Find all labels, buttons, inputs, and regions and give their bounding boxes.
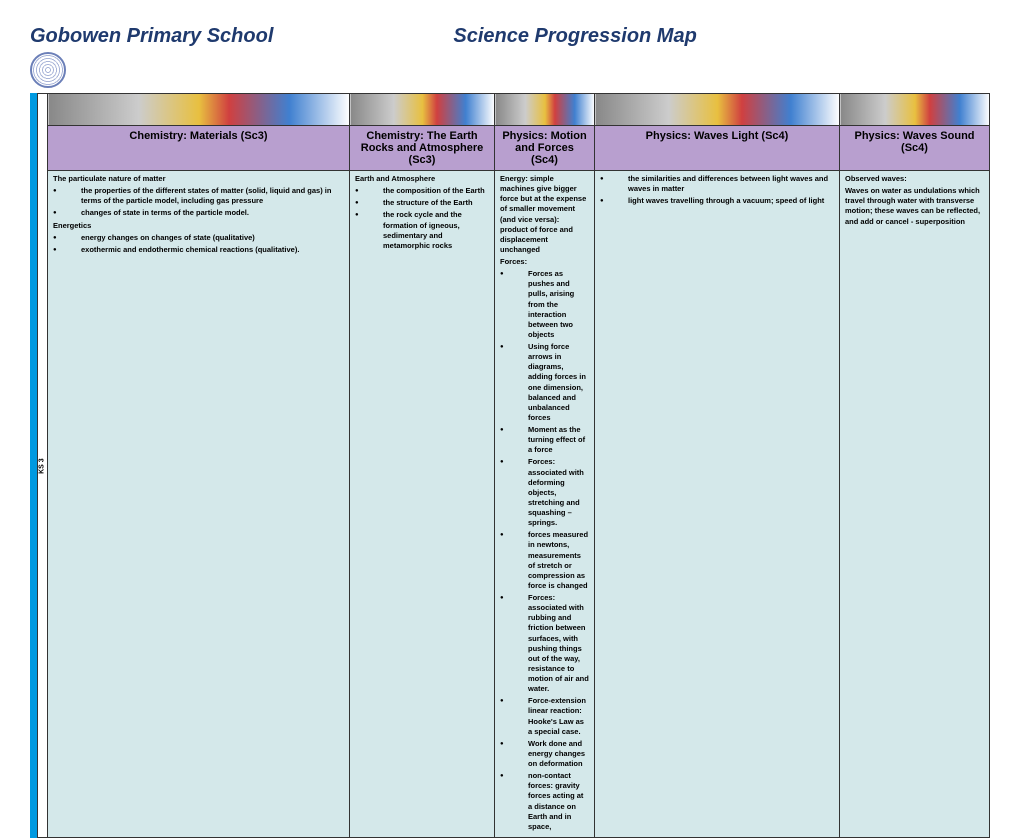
- list-item: Forces: associated with deforming object…: [500, 457, 589, 528]
- page-title: Science Progression Map: [453, 25, 696, 48]
- banner-image-cell: [48, 94, 350, 126]
- section-heading: The particulate nature of matter: [53, 174, 344, 184]
- list-item: the rock cycle and the formation of igne…: [355, 210, 489, 251]
- column-header-row: Chemistry: Materials (Sc3) Chemistry: Th…: [38, 126, 990, 171]
- image-banner-row: KS 3: [38, 94, 990, 126]
- school-name: Gobowen Primary School: [30, 25, 273, 48]
- list-item: exothermic and endothermic chemical reac…: [53, 245, 344, 255]
- progression-table-wrap: KS 3 Chemistry: Materials (Sc3) Chemistr…: [30, 93, 990, 838]
- cell-chemistry-materials: The particulate nature of matter the prop…: [48, 171, 350, 838]
- page-header: Gobowen Primary School Science Progressi…: [30, 25, 990, 88]
- col-header: Chemistry: The Earth Rocks and Atmospher…: [350, 126, 495, 171]
- list-item: the structure of the Earth: [355, 198, 489, 208]
- banner-image-cell: [840, 94, 990, 126]
- content-row: The particulate nature of matter the prop…: [38, 171, 990, 838]
- banner-image-cell: [595, 94, 840, 126]
- list-item: energy changes on changes of state (qual…: [53, 233, 344, 243]
- blue-side-bar: [30, 93, 37, 838]
- cell-waves-light: the similarities and differences between…: [595, 171, 840, 838]
- body-text: Waves on water as undulations which trav…: [845, 186, 984, 227]
- banner-image-cell: [495, 94, 595, 126]
- list-item: changes of state in terms of the particl…: [53, 208, 344, 218]
- section-heading: Earth and Atmosphere: [355, 174, 489, 184]
- list-item: forces measured in newtons, measurements…: [500, 530, 589, 591]
- progression-table: KS 3 Chemistry: Materials (Sc3) Chemistr…: [37, 93, 990, 838]
- list-item: non-contact forces: gravity forces actin…: [500, 771, 589, 832]
- col-header: Physics: Waves Sound (Sc4): [840, 126, 990, 171]
- list-item: the similarities and differences between…: [600, 174, 834, 194]
- section-heading: Energy: simple machines give bigger forc…: [500, 174, 589, 255]
- keystage-label: KS 3: [38, 94, 48, 838]
- cell-motion-forces: Energy: simple machines give bigger forc…: [495, 171, 595, 838]
- list-item: Force-extension linear reaction: Hooke's…: [500, 696, 589, 737]
- list-item: light waves travelling through a vacuum;…: [600, 196, 834, 206]
- col-header: Physics: Motion and Forces (Sc4): [495, 126, 595, 171]
- col-header: Chemistry: Materials (Sc3): [48, 126, 350, 171]
- section-heading: Forces:: [500, 257, 589, 267]
- list-item: Forces as pushes and pulls, arising from…: [500, 269, 589, 340]
- list-item: Moment as the turning effect of a force: [500, 425, 589, 455]
- col-header: Physics: Waves Light (Sc4): [595, 126, 840, 171]
- school-logo-icon: [30, 52, 66, 88]
- section-heading: Energetics: [53, 221, 344, 231]
- cell-earth-atmosphere: Earth and Atmosphere the composition of t…: [350, 171, 495, 838]
- list-item: Forces: associated with rubbing and fric…: [500, 593, 589, 694]
- list-item: the composition of the Earth: [355, 186, 489, 196]
- section-heading: Observed waves:: [845, 174, 984, 184]
- list-item: Work done and energy changes on deformat…: [500, 739, 589, 769]
- list-item: the properties of the different states o…: [53, 186, 344, 206]
- banner-image-cell: [350, 94, 495, 126]
- list-item: Using force arrows in diagrams, adding f…: [500, 342, 589, 423]
- cell-waves-sound: Observed waves: Waves on water as undulat…: [840, 171, 990, 838]
